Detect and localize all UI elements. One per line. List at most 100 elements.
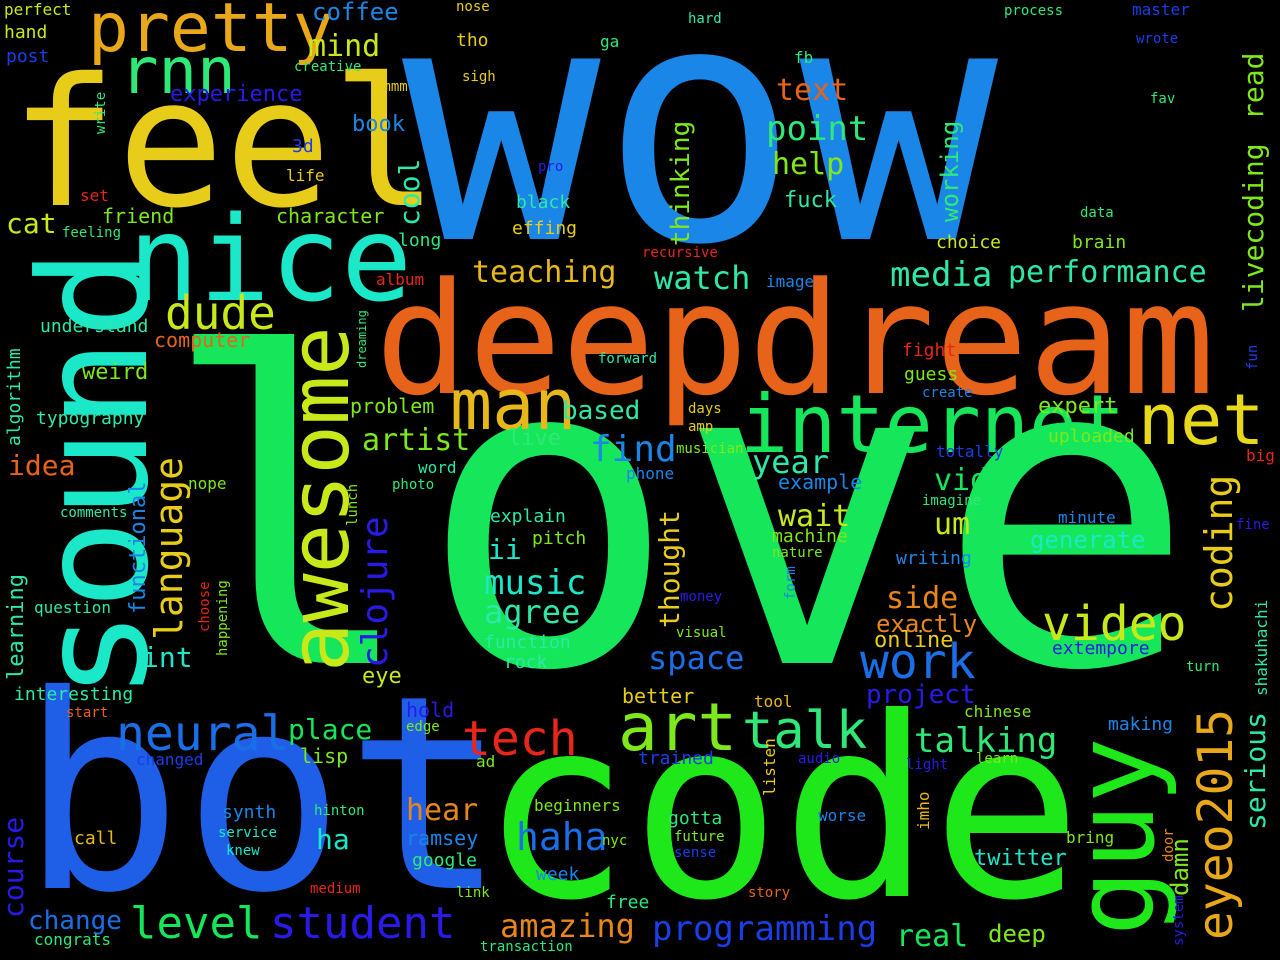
word: start — [66, 705, 109, 721]
word: neural — [116, 706, 290, 762]
word: ha — [316, 823, 350, 856]
word: coding — [1197, 474, 1241, 612]
word: love — [160, 265, 1196, 765]
word: congrats — [34, 930, 112, 949]
word: knew — [226, 843, 260, 859]
word: medium — [310, 881, 361, 897]
word: amp — [688, 419, 714, 435]
word: book — [352, 112, 405, 137]
word: coffee — [312, 0, 399, 26]
word: expert — [1038, 394, 1118, 419]
word: trained — [638, 748, 714, 769]
word: days — [688, 401, 722, 417]
word: audio — [798, 751, 841, 767]
word: future — [674, 829, 725, 845]
word: image — [766, 272, 815, 291]
word: recursive — [642, 245, 718, 261]
word: choose — [197, 581, 213, 632]
word: code — [480, 664, 1083, 955]
word: haha — [516, 815, 608, 859]
word: cat — [6, 207, 57, 240]
word: fuck — [784, 188, 837, 213]
word: function — [484, 632, 571, 653]
word: black — [516, 192, 571, 213]
word: understand — [40, 316, 149, 337]
word: fine — [1236, 517, 1270, 533]
word: money — [680, 589, 723, 605]
word: example — [778, 470, 863, 494]
word: system — [1171, 895, 1187, 946]
word: process — [1004, 3, 1064, 19]
word: phone — [626, 464, 675, 483]
word: student — [270, 898, 456, 949]
word: pretty — [88, 0, 334, 68]
word: sigh — [462, 69, 496, 85]
word: rock — [504, 652, 548, 673]
word: data — [1080, 205, 1114, 221]
word: chinese — [964, 702, 1032, 721]
word: changed — [136, 750, 204, 769]
word: online — [874, 628, 954, 653]
word: perfect — [4, 0, 72, 19]
word: vid — [934, 463, 989, 498]
word: tool — [754, 692, 793, 711]
word: bot — [20, 637, 508, 952]
word: artist — [362, 423, 471, 458]
word: choice — [936, 232, 1002, 253]
word: creative — [294, 59, 362, 75]
word: experience — [170, 82, 303, 107]
word: musician — [676, 441, 744, 457]
word: guess — [904, 364, 959, 385]
word: better — [622, 684, 695, 708]
word: brain — [1072, 232, 1127, 253]
word: nice — [128, 190, 413, 328]
word: algorithm — [4, 348, 25, 446]
word: writing — [896, 548, 972, 569]
word: forward — [598, 351, 658, 367]
word: project — [866, 680, 976, 710]
word: performance — [1008, 255, 1207, 290]
word: synth — [222, 802, 277, 823]
word: hard — [688, 11, 722, 27]
word: text — [776, 73, 849, 108]
word: turn — [1186, 659, 1220, 675]
word: question — [34, 598, 112, 617]
word: tech — [462, 711, 578, 767]
word: visual — [676, 625, 727, 641]
word: interesting — [14, 684, 134, 705]
word: media — [890, 255, 993, 295]
word: worse — [818, 806, 867, 825]
word: master — [1132, 0, 1190, 19]
word: teaching — [472, 255, 617, 290]
word: effing — [512, 218, 578, 239]
word: story — [748, 885, 791, 901]
word: computer — [154, 328, 251, 352]
word: pro — [538, 159, 564, 175]
word: thinking — [666, 120, 696, 246]
word: making — [1108, 714, 1174, 735]
word: learning — [4, 574, 29, 680]
word: agree — [484, 593, 581, 631]
word: exactly — [876, 610, 978, 638]
word: ad — [476, 752, 496, 771]
word: generate — [1030, 526, 1146, 554]
word: ii — [488, 533, 522, 566]
word: wow — [402, 0, 999, 317]
word: comments — [60, 505, 128, 521]
word: feeling — [62, 225, 122, 241]
word: deep — [988, 920, 1046, 948]
word: happening — [215, 580, 231, 656]
word: find — [590, 429, 677, 470]
word: set — [80, 186, 109, 205]
word: sense — [674, 845, 717, 861]
word: create — [922, 385, 973, 401]
word: lisp — [300, 744, 349, 768]
word: fun — [1245, 344, 1261, 370]
word: working — [936, 120, 964, 222]
word: pitch — [532, 528, 587, 549]
word: imho — [914, 791, 933, 830]
word: typography — [36, 408, 145, 429]
word: 3d — [292, 136, 314, 157]
word: long — [398, 230, 442, 251]
word: minute — [1058, 508, 1116, 527]
